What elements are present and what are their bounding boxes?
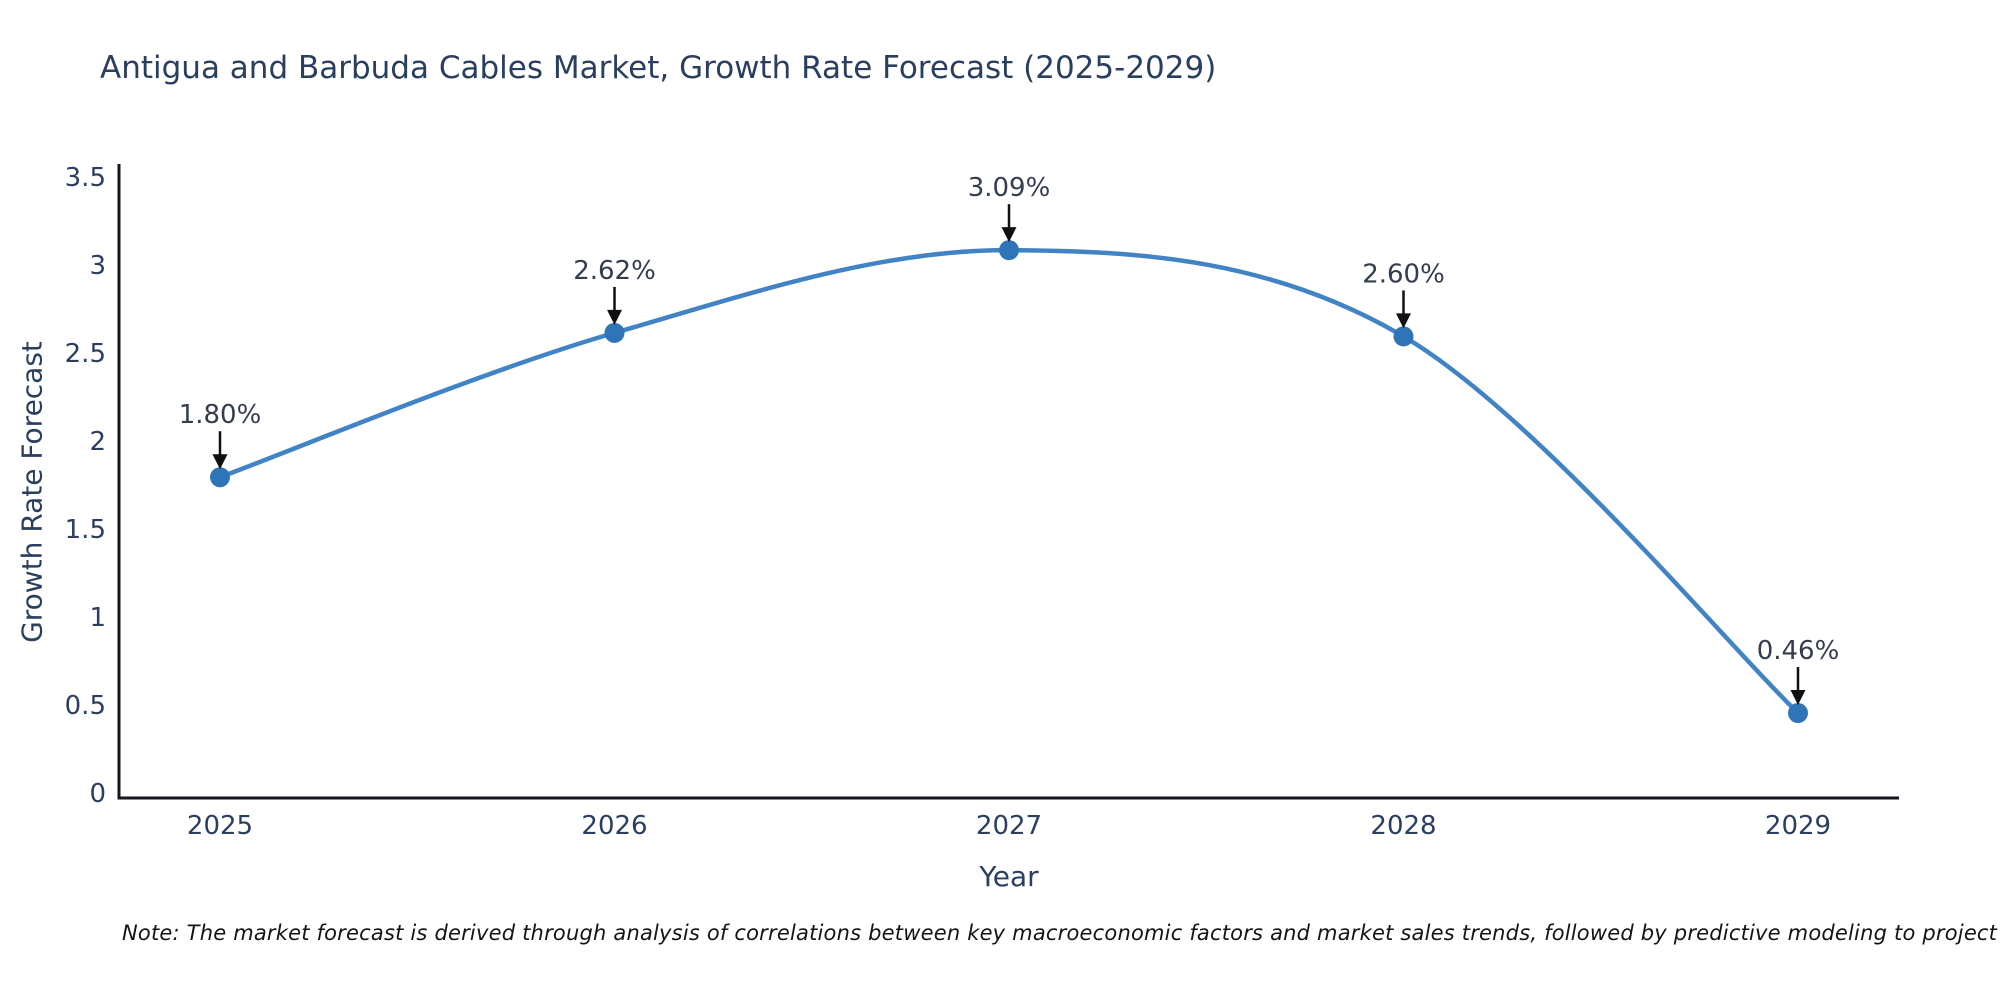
forecast-line-series — [217, 247, 1801, 716]
x-tick-label: 2026 — [581, 811, 647, 841]
x-tick-label: 2025 — [187, 811, 253, 841]
annotation-arrowhead-icon — [607, 309, 622, 325]
annotation-arrowhead-icon — [1790, 690, 1806, 706]
annotation-value-label: 2.62% — [573, 256, 656, 286]
annotation-arrowhead-icon — [1001, 227, 1017, 243]
data-point-marker-2026[interactable] — [604, 322, 625, 343]
y-tick-label: 1.5 — [65, 515, 106, 545]
data-point-marker-2025[interactable] — [210, 467, 230, 488]
annotation-value-label: 3.09% — [968, 173, 1051, 203]
y-tick-label: 3.5 — [65, 163, 106, 193]
annotation-arrowhead-icon — [1396, 313, 1411, 329]
footnote: Note: The market forecast is derived thr… — [122, 921, 2000, 945]
data-point-marker-2028[interactable] — [1393, 326, 1414, 347]
annotation-value-label: 0.46% — [1757, 636, 1840, 666]
data-point-marker-2029[interactable] — [1788, 703, 1808, 724]
x-tick-label: 2027 — [976, 811, 1042, 841]
x-tick-label: 2029 — [1765, 811, 1831, 841]
y-tick-label: 3 — [89, 251, 106, 281]
annotation-value-label: 2.60% — [1362, 259, 1445, 289]
annotation-arrowhead-icon — [212, 454, 228, 470]
chart-title: Antigua and Barbuda Cables Market, Growt… — [100, 50, 1217, 86]
y-tick-label: 2.5 — [65, 339, 106, 369]
y-tick-label: 0.5 — [65, 691, 106, 721]
data-point-marker-2027[interactable] — [999, 240, 1019, 261]
y-tick-label: 0 — [89, 779, 106, 809]
x-axis-title: Year — [979, 860, 1039, 893]
y-tick-label: 1 — [89, 603, 106, 633]
y-tick-label: 2 — [89, 427, 106, 457]
x-tick-label: 2028 — [1370, 811, 1436, 841]
annotation-value-label: 1.80% — [179, 400, 262, 430]
